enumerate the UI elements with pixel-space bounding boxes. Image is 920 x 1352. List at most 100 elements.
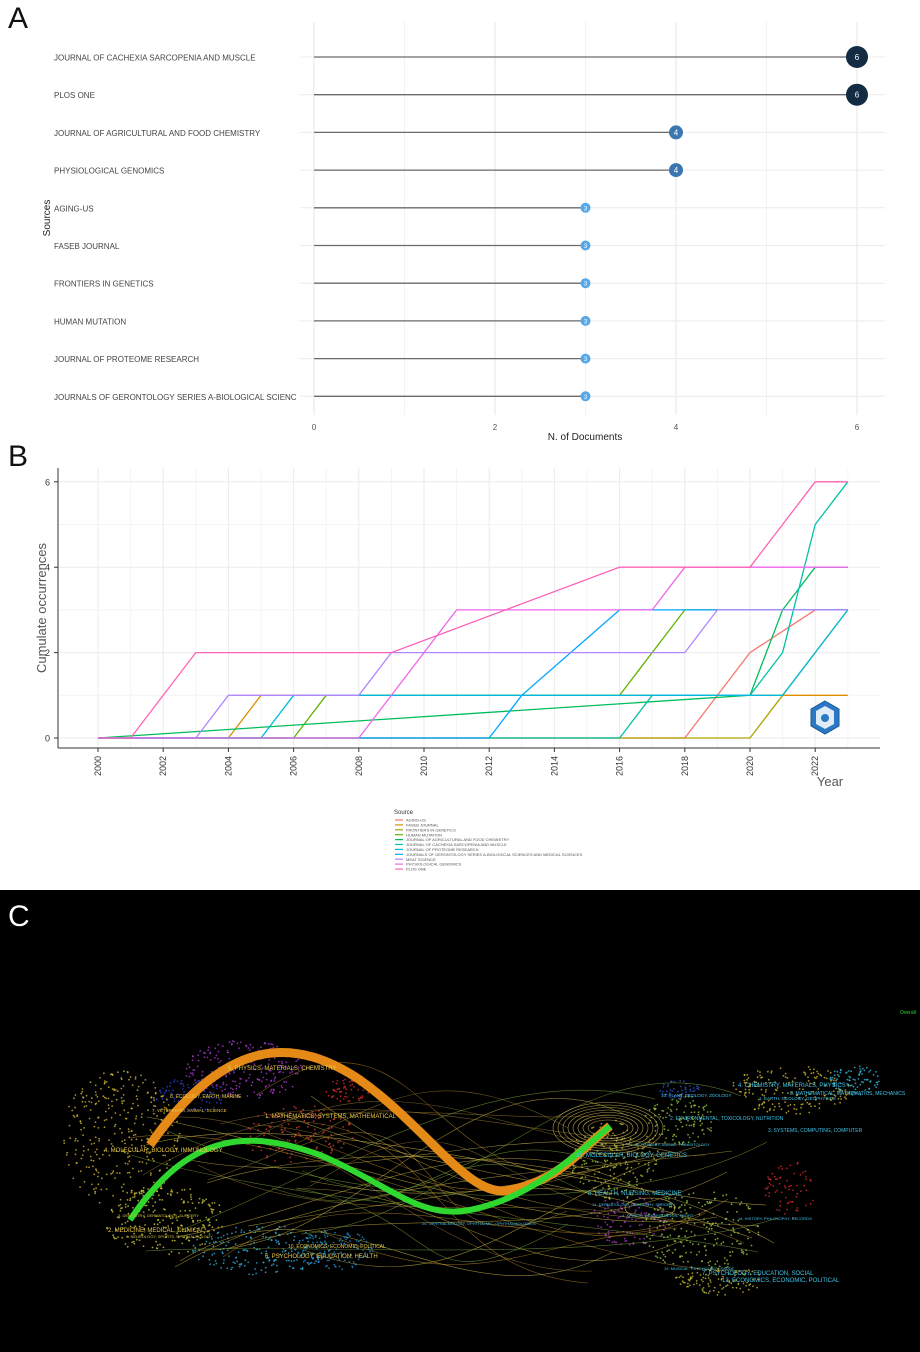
cluster-point bbox=[142, 1081, 144, 1084]
cluster-point bbox=[857, 1078, 860, 1080]
left-cluster-label: 1. MATHEMATICS, SYSTEMS, MATHEMATICAL bbox=[265, 1114, 397, 1120]
cluster-point bbox=[625, 1240, 628, 1242]
cluster-point bbox=[690, 1124, 693, 1127]
cluster-point bbox=[717, 1267, 720, 1270]
cluster-point bbox=[199, 1050, 202, 1052]
cluster-point bbox=[344, 1092, 347, 1095]
cluster-point bbox=[644, 1215, 647, 1218]
cluster-point bbox=[653, 1208, 656, 1211]
cluster-point bbox=[667, 1107, 670, 1109]
lollipop-dot bbox=[580, 315, 591, 326]
cluster-point bbox=[355, 1240, 358, 1242]
target-ring bbox=[562, 1107, 654, 1149]
x-tick-label: 2008 bbox=[354, 756, 364, 776]
cluster-point bbox=[715, 1273, 718, 1276]
cluster-point bbox=[729, 1254, 732, 1257]
cluster-point bbox=[746, 1078, 748, 1081]
cluster-point bbox=[624, 1189, 626, 1192]
cluster-point bbox=[234, 1231, 237, 1233]
value-label: 6 bbox=[855, 91, 860, 100]
cluster-point bbox=[808, 1093, 811, 1095]
x-tick-label: 2004 bbox=[223, 756, 233, 776]
cluster-point bbox=[266, 1257, 268, 1259]
cluster-point bbox=[271, 1116, 274, 1118]
cluster-point bbox=[675, 1276, 678, 1279]
cluster-point bbox=[332, 1252, 335, 1255]
cluster-point bbox=[162, 1219, 165, 1222]
cluster-point bbox=[74, 1094, 77, 1096]
cluster-point bbox=[124, 1203, 127, 1206]
cluster-point bbox=[229, 1092, 232, 1095]
cluster-point bbox=[332, 1088, 335, 1091]
cluster-point bbox=[356, 1247, 359, 1249]
cluster-point bbox=[183, 1236, 185, 1239]
cluster-point bbox=[788, 1081, 790, 1084]
target-ring bbox=[582, 1117, 634, 1139]
cluster-point bbox=[211, 1208, 214, 1211]
cluster-point bbox=[788, 1185, 790, 1188]
cluster-point bbox=[743, 1081, 746, 1084]
cluster-point bbox=[163, 1112, 166, 1114]
cluster-point bbox=[95, 1187, 97, 1190]
cluster-point bbox=[273, 1089, 275, 1092]
cluster-point bbox=[189, 1209, 191, 1212]
cluster-point bbox=[157, 1219, 159, 1222]
cluster-point bbox=[792, 1217, 794, 1219]
cluster-point bbox=[815, 1077, 817, 1080]
cluster-point bbox=[223, 1259, 225, 1261]
cluster-point bbox=[221, 1089, 224, 1092]
cluster-point bbox=[117, 1071, 119, 1074]
cluster-point bbox=[289, 1156, 292, 1159]
cluster-point bbox=[152, 1112, 155, 1115]
cluster-point bbox=[303, 1119, 306, 1122]
cluster-point bbox=[314, 1113, 317, 1115]
cluster-point bbox=[137, 1085, 140, 1088]
cluster-point bbox=[208, 1258, 211, 1261]
cluster-point bbox=[876, 1083, 879, 1086]
cluster-point bbox=[138, 1191, 141, 1194]
cluster-point bbox=[693, 1089, 696, 1092]
cluster-point bbox=[338, 1239, 341, 1242]
cluster-point bbox=[692, 1125, 695, 1128]
cluster-point bbox=[341, 1253, 344, 1255]
cluster-point bbox=[301, 1268, 304, 1271]
cluster-point bbox=[640, 1212, 643, 1214]
cluster-point bbox=[757, 1107, 760, 1110]
cluster-point bbox=[663, 1125, 666, 1127]
cluster-point bbox=[592, 1126, 595, 1129]
cluster-point bbox=[229, 1094, 232, 1097]
citation-arc bbox=[146, 1116, 718, 1223]
cluster-point bbox=[760, 1077, 762, 1079]
cluster-point bbox=[747, 1077, 750, 1079]
cluster-point bbox=[683, 1204, 686, 1206]
cluster-point bbox=[599, 1126, 602, 1128]
cluster-point bbox=[332, 1080, 334, 1083]
cluster-point bbox=[304, 1259, 306, 1262]
cluster-point bbox=[789, 1184, 792, 1187]
cluster-point bbox=[626, 1152, 629, 1155]
cluster-point bbox=[736, 1210, 738, 1213]
cluster-point bbox=[273, 1078, 276, 1080]
cluster-point bbox=[345, 1238, 347, 1241]
cluster-point bbox=[212, 1245, 215, 1248]
cluster-point bbox=[305, 1231, 307, 1234]
cluster-point bbox=[127, 1111, 129, 1114]
cluster-point bbox=[294, 1248, 297, 1251]
cluster-point bbox=[687, 1141, 690, 1144]
cluster-point bbox=[722, 1194, 724, 1197]
cluster-point bbox=[128, 1155, 131, 1157]
cluster-point bbox=[285, 1061, 288, 1064]
cluster-point bbox=[194, 1247, 197, 1249]
cluster-point bbox=[600, 1226, 603, 1229]
cluster-point bbox=[186, 1214, 189, 1217]
cluster-point bbox=[675, 1135, 678, 1138]
cluster-point bbox=[142, 1191, 145, 1194]
cluster-point bbox=[829, 1093, 832, 1095]
cluster-point bbox=[661, 1233, 663, 1236]
cluster-point bbox=[173, 1079, 176, 1081]
cluster-point bbox=[213, 1202, 216, 1204]
cluster-point bbox=[167, 1225, 170, 1227]
source-label: JOURNAL OF AGRICULTURAL AND FOOD CHEMIST… bbox=[54, 129, 261, 138]
cluster-point bbox=[710, 1267, 713, 1270]
cluster-point bbox=[136, 1098, 139, 1100]
